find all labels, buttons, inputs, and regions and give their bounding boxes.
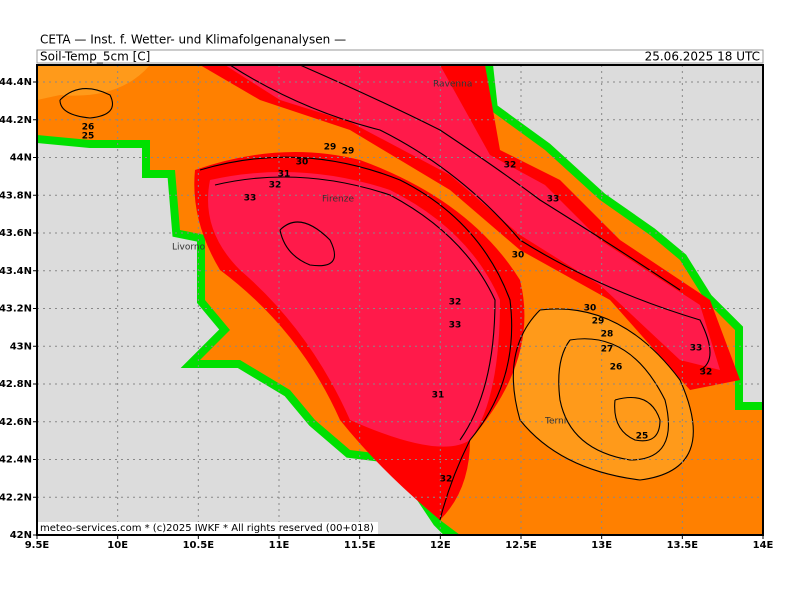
contour bbox=[512, 308, 694, 481]
x-tick-label: 9.5E bbox=[25, 540, 50, 551]
city-label: Firenze bbox=[322, 195, 354, 205]
contour-label: 25 bbox=[636, 432, 649, 442]
contour-label: 25 bbox=[82, 132, 95, 142]
y-tick-label: 42N bbox=[10, 530, 32, 541]
contour-label: 32 bbox=[700, 368, 713, 378]
x-tick-label: 11E bbox=[269, 540, 290, 551]
city-label: Terni bbox=[544, 417, 566, 427]
y-tick-label: 43.4N bbox=[0, 266, 32, 277]
contour-label: 30 bbox=[296, 158, 309, 168]
contour-label: 33 bbox=[690, 344, 703, 354]
x-tick-label: 13E bbox=[591, 540, 612, 551]
x-tick-label: 14E bbox=[753, 540, 774, 551]
contour bbox=[299, 65, 681, 291]
contour bbox=[558, 338, 669, 461]
x-tick-label: 10.5E bbox=[183, 540, 215, 551]
contour-label: 33 bbox=[244, 194, 257, 204]
title: CETA — Inst. f. Wetter- und Klimafolgena… bbox=[40, 33, 346, 47]
y-tick-label: 44.2N bbox=[0, 115, 32, 126]
contour-label: 30 bbox=[512, 251, 525, 261]
footer-box bbox=[38, 522, 378, 534]
contour bbox=[279, 221, 335, 267]
footer: meteo-services.com * (c)2025 IWKF * All … bbox=[40, 523, 374, 534]
y-tick-label: 43.6N bbox=[0, 228, 32, 239]
city-label: Ravenna bbox=[433, 80, 472, 90]
x-tick-label: 10E bbox=[107, 540, 128, 551]
y-tick-label: 42.8N bbox=[0, 379, 32, 390]
land-cool bbox=[37, 65, 150, 100]
band-crimson bbox=[225, 65, 720, 370]
contour-label: 29 bbox=[342, 147, 355, 157]
contour-label: 30 bbox=[584, 304, 597, 314]
datetime: 25.06.2025 18 UTC bbox=[645, 50, 760, 64]
city-label: Livorno bbox=[172, 243, 206, 253]
contour-label: 28 bbox=[601, 330, 614, 340]
y-tick-label: 44.4N bbox=[0, 77, 32, 88]
header-box bbox=[36, 49, 764, 64]
contour-label: 29 bbox=[592, 317, 605, 327]
contour-label: 32 bbox=[449, 298, 462, 308]
x-tick-label: 11.5E bbox=[344, 540, 376, 551]
contour bbox=[614, 396, 661, 442]
y-tick-label: 42.2N bbox=[0, 492, 32, 503]
y-tick-label: 43.8N bbox=[0, 190, 32, 201]
contour-label: 32 bbox=[440, 475, 453, 485]
y-tick-label: 43.2N bbox=[0, 304, 32, 315]
y-tick-label: 42.6N bbox=[0, 417, 32, 428]
y-tick-label: 42.4N bbox=[0, 455, 32, 466]
contour-label: 33 bbox=[547, 195, 560, 205]
contour-label: 26 bbox=[82, 123, 95, 133]
contour-label: 26 bbox=[610, 363, 623, 373]
land-cool bbox=[513, 308, 694, 480]
x-tick-label: 12E bbox=[430, 540, 451, 551]
map-area bbox=[37, 65, 763, 535]
contour bbox=[229, 65, 711, 371]
contour-label: 33 bbox=[449, 321, 462, 331]
band-crimson bbox=[208, 172, 500, 447]
contour bbox=[214, 176, 496, 441]
field-label: Soil-Temp_5cm [C] bbox=[40, 50, 150, 64]
contour-label: 29 bbox=[324, 143, 337, 153]
contour-label: 31 bbox=[432, 391, 445, 401]
contour bbox=[59, 88, 114, 119]
y-tick-label: 43N bbox=[10, 341, 32, 352]
plot-frame bbox=[36, 64, 764, 536]
y-tick-label: 44N bbox=[10, 153, 32, 164]
contour-label: 27 bbox=[601, 345, 614, 355]
contour bbox=[199, 156, 513, 521]
contour-label: 31 bbox=[278, 170, 291, 180]
x-tick-label: 12.5E bbox=[505, 540, 537, 551]
contour-label: 32 bbox=[504, 161, 517, 171]
contour-label: 32 bbox=[269, 181, 282, 191]
x-tick-label: 13.5E bbox=[667, 540, 699, 551]
